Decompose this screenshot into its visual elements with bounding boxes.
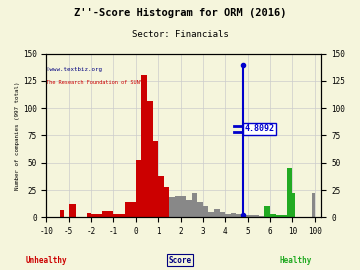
Bar — [197, 202, 203, 217]
Bar — [153, 141, 158, 217]
Bar — [281, 215, 287, 217]
Bar — [203, 207, 208, 217]
Bar — [253, 215, 259, 217]
Bar — [292, 193, 295, 217]
Bar — [264, 207, 270, 217]
Bar — [312, 193, 315, 217]
Bar — [158, 176, 164, 217]
Bar — [208, 212, 214, 217]
Bar — [270, 214, 275, 217]
Text: The Research Foundation of SUNY: The Research Foundation of SUNY — [46, 80, 143, 85]
Bar — [180, 195, 186, 217]
Bar — [287, 168, 292, 217]
Y-axis label: Number of companies (997 total): Number of companies (997 total) — [15, 81, 20, 190]
Bar — [147, 100, 153, 217]
Bar — [225, 214, 231, 217]
Bar — [175, 195, 180, 217]
Bar — [275, 215, 281, 217]
Bar — [192, 193, 197, 217]
Bar — [69, 204, 76, 217]
Bar — [164, 187, 169, 217]
Bar — [141, 75, 147, 217]
Text: Unhealthy: Unhealthy — [26, 256, 68, 265]
Bar — [231, 213, 237, 217]
Bar — [102, 211, 113, 217]
Text: Healthy: Healthy — [279, 256, 311, 265]
Bar — [248, 215, 253, 217]
Text: Sector: Financials: Sector: Financials — [132, 30, 228, 39]
Bar — [136, 160, 141, 217]
Bar — [87, 213, 91, 217]
Bar — [91, 214, 102, 217]
Bar — [113, 214, 125, 217]
Bar — [186, 200, 192, 217]
Bar — [259, 216, 264, 217]
Bar — [125, 202, 136, 217]
Text: 4.8092: 4.8092 — [244, 124, 274, 133]
Bar — [242, 215, 248, 217]
Bar — [214, 209, 220, 217]
Bar — [169, 197, 175, 217]
Text: Score: Score — [168, 256, 192, 265]
Bar — [60, 210, 64, 217]
Bar — [237, 214, 242, 217]
Bar — [220, 212, 225, 217]
Text: ©www.textbiz.org: ©www.textbiz.org — [46, 67, 102, 72]
Text: Z''-Score Histogram for ORM (2016): Z''-Score Histogram for ORM (2016) — [74, 8, 286, 18]
